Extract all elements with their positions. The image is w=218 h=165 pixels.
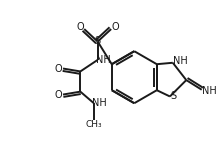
Text: O: O [54,90,62,99]
Text: NH: NH [96,55,111,65]
Text: S: S [95,36,101,46]
Text: O: O [111,22,119,32]
Text: CH₃: CH₃ [85,120,102,129]
Text: S: S [171,91,177,101]
Text: NH: NH [202,86,217,96]
Text: O: O [77,22,84,32]
Text: NH: NH [173,56,188,66]
Text: NH: NH [92,98,107,108]
Text: O: O [54,64,62,74]
